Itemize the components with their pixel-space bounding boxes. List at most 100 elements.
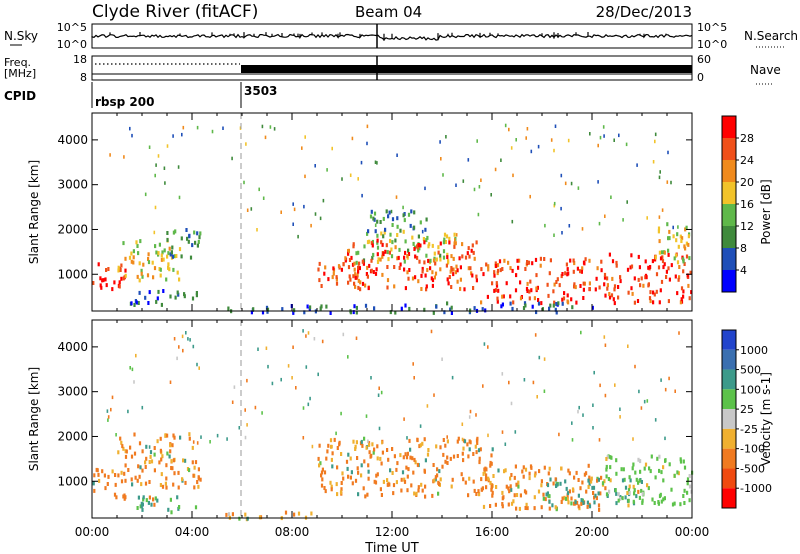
power-echo-cell [358, 266, 361, 271]
power-sparse-echo [537, 144, 540, 149]
velocity-echo-cell [148, 480, 151, 484]
velocity-echo-cell [188, 432, 191, 437]
velocity-echo-cell [622, 467, 625, 472]
velocity-echo-cell [156, 439, 159, 444]
velocity-echo-cell [487, 476, 490, 481]
power-echo-cell [370, 268, 373, 273]
power-sparse-echo [564, 181, 567, 186]
power-sparse-echo [264, 135, 267, 140]
velocity-sparse-echo [196, 441, 199, 445]
power-echo-cell [613, 284, 617, 289]
power-echo-cell [122, 241, 125, 246]
power-echo-cell [197, 239, 200, 244]
power-sparse-echo [652, 160, 655, 164]
power-echo-cell [387, 257, 390, 262]
power-echo-cell [522, 306, 526, 310]
power-echo-cell [384, 227, 387, 232]
power-echo-cell [266, 309, 269, 314]
power-echo-cell [366, 265, 369, 270]
velocity-sparse-echo [305, 334, 307, 338]
power-echo-cell [425, 217, 428, 222]
power-sparse-echo [515, 138, 517, 142]
velocity-echo-cell [483, 469, 486, 474]
power-echo-cell [636, 299, 640, 303]
power-echo-cell [604, 293, 607, 298]
power-echo-cell [424, 227, 427, 232]
power-echo-cell [452, 267, 455, 272]
velocity-colorbar-swatch [722, 409, 736, 429]
velocity-colorbar-tick-label: 25 [740, 403, 754, 416]
velocity-sparse-echo [501, 372, 504, 376]
velocity-echo-cell [169, 497, 172, 502]
velocity-echo-cell [409, 455, 412, 460]
power-echo-cell [376, 245, 380, 250]
power-echo-cell [473, 256, 476, 261]
power-echo-cell [420, 273, 423, 278]
velocity-echo-cell [638, 478, 641, 483]
velocity-echo-cell [181, 477, 184, 482]
velocity-echo-cell [475, 492, 478, 496]
velocity-echo-cell [415, 491, 418, 496]
velocity-echo-cell [140, 501, 143, 506]
velocity-sparse-echo [295, 386, 297, 390]
velocity-echo-cell [492, 474, 495, 478]
power-echo-cell [403, 267, 406, 272]
power-echo-cell [673, 256, 676, 261]
velocity-sparse-echo [181, 334, 184, 339]
velocity-echo-cell [158, 460, 161, 465]
power-echo-cell [380, 240, 383, 245]
power-echo-cell [631, 291, 634, 296]
power-echo-cell [376, 240, 379, 245]
velocity-colorbar-frame [721, 329, 737, 509]
power-echo-cell [552, 303, 555, 308]
power-colorbar-swatch [722, 160, 736, 182]
velocity-echo-cell [573, 475, 576, 480]
power-echo-cell [408, 268, 411, 272]
velocity-echo-cell [605, 492, 609, 497]
power-echo-cell [417, 234, 420, 239]
power-echo-cell [403, 218, 406, 223]
velocity-echo-cell [525, 502, 528, 507]
velocity-echo-cell [436, 473, 439, 478]
velocity-echo-cell [411, 456, 414, 461]
power-echo-cell [157, 251, 160, 256]
velocity-echo-cell [597, 503, 601, 508]
power-echo-cell [688, 256, 691, 261]
velocity-echo-cell [628, 491, 631, 495]
velocity-echo-cell [184, 480, 187, 485]
velocity-echo-cell [148, 460, 151, 464]
velocity-sparse-echo [311, 444, 314, 449]
power-echo-cell [398, 247, 401, 252]
velocity-echo-cell [361, 443, 364, 448]
power-echo-cell [331, 275, 334, 280]
power-colorbar-tick-label: 16 [740, 198, 754, 211]
power-echo-cell [130, 251, 133, 256]
velocity-echo-cell [588, 475, 591, 480]
power-echo-cell [376, 260, 380, 264]
velocity-sparse-echo [593, 370, 595, 375]
velocity-sparse-echo [640, 406, 643, 410]
velocity-echo-cell [617, 492, 620, 497]
velocity-echo-cell [177, 485, 180, 490]
power-echo-cell [376, 233, 379, 238]
power-echo-cell [630, 264, 634, 269]
power-echo-cell [347, 251, 350, 256]
power-echo-cell [199, 231, 202, 236]
velocity-sparse-echo [216, 433, 219, 438]
power-echo-cell [417, 248, 420, 253]
power-echo-cell [432, 258, 436, 263]
velocity-echo-cell [473, 488, 476, 493]
velocity-echo-cell [154, 496, 157, 501]
velocity-echo-cell [331, 451, 334, 456]
velocity-sparse-echo [510, 401, 513, 406]
power-echo-cell [505, 281, 508, 286]
power-echo-cell [183, 294, 186, 299]
velocity-sparse-echo [406, 436, 408, 440]
power-echo-cell [376, 238, 379, 243]
power-echo-cell [367, 286, 370, 291]
velocity-echo-cell [538, 469, 541, 474]
power-echo-cell [194, 240, 197, 245]
velocity-echo-cell [166, 451, 169, 456]
velocity-echo-cell [168, 454, 171, 459]
